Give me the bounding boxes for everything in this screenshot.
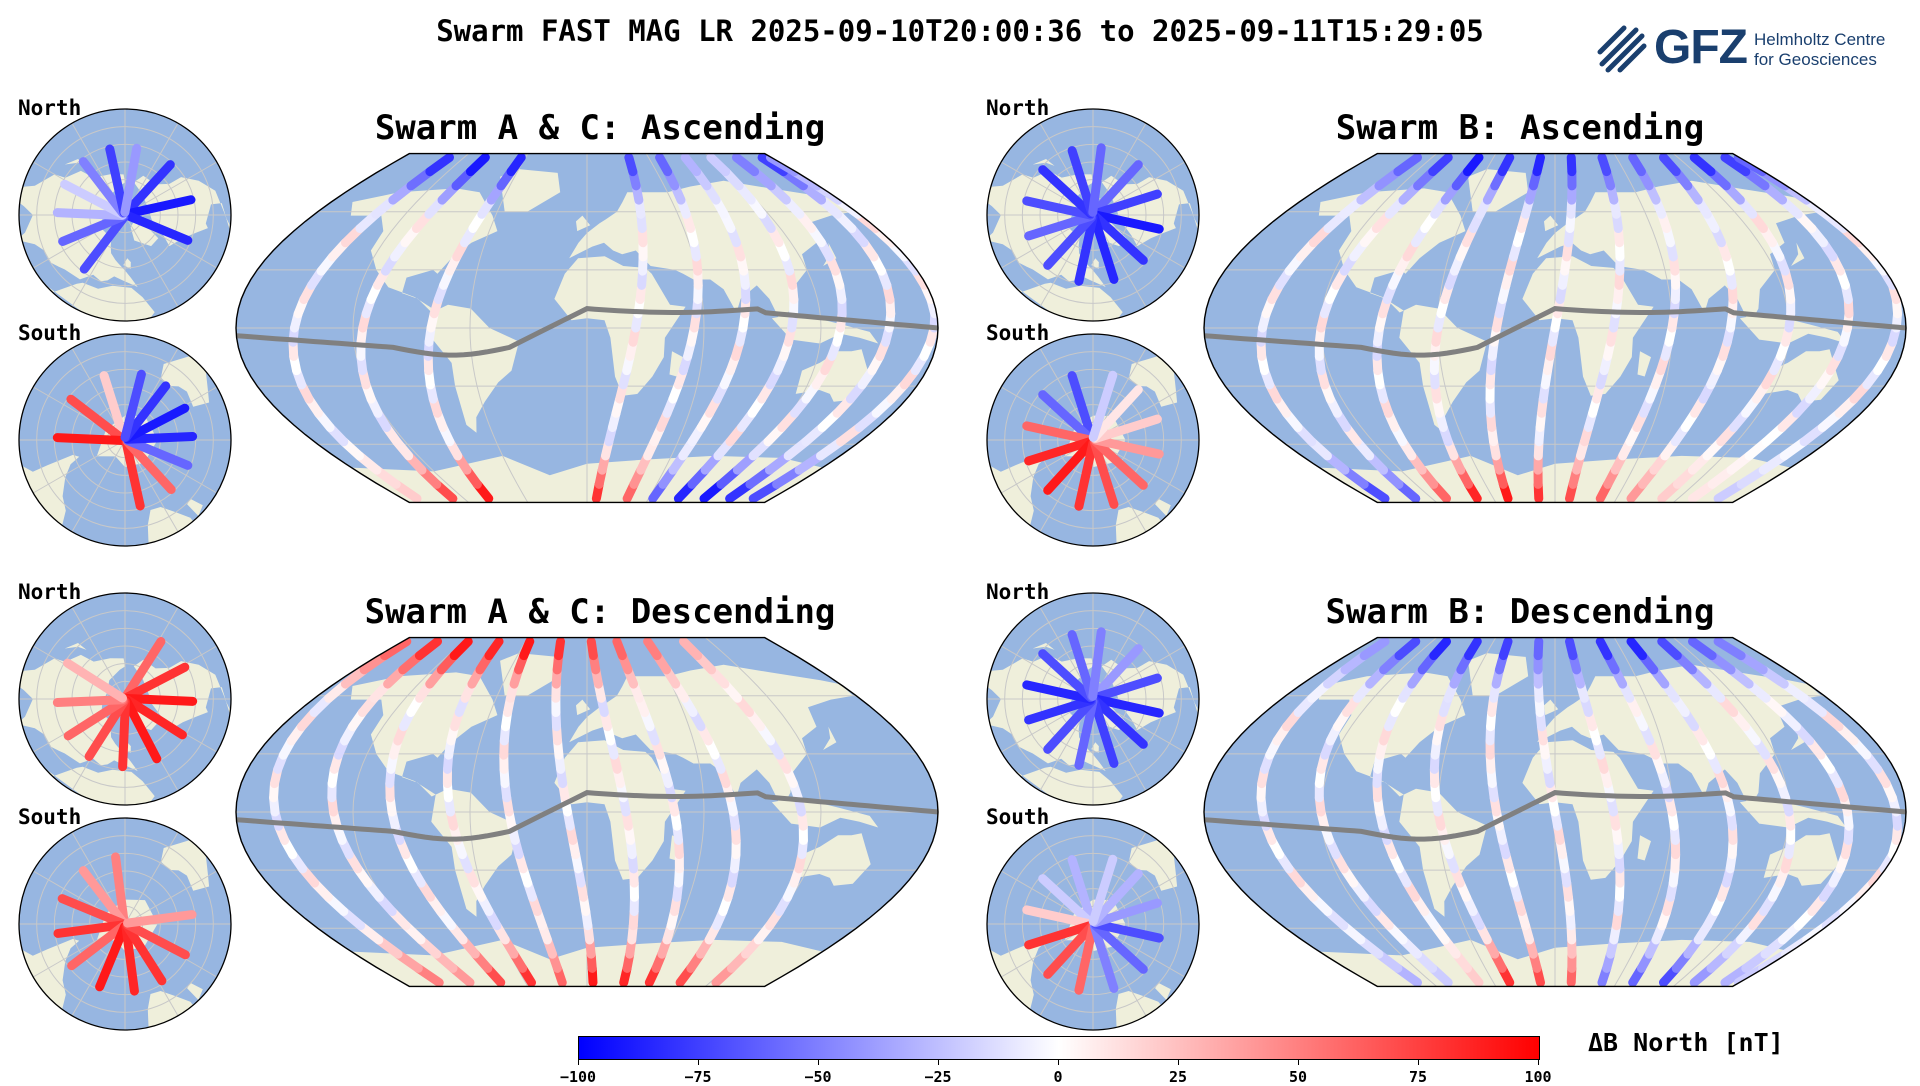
colorbar-tick-3 bbox=[938, 1059, 939, 1065]
panel-1-track-5-seg-23 bbox=[1571, 157, 1572, 171]
panel-2-track-7-seg-23 bbox=[617, 641, 622, 655]
colorbar-tick-0 bbox=[578, 1059, 579, 1065]
panel-0-polar-maps bbox=[0, 100, 230, 560]
panel-2-world-map bbox=[234, 632, 940, 992]
panel-1-polar-maps bbox=[968, 100, 1198, 560]
colorbar-gradient bbox=[578, 1036, 1540, 1060]
gfz-logo-text: GFZ bbox=[1654, 20, 1747, 75]
panel-2-title: Swarm A & C: Descending bbox=[240, 592, 960, 632]
panel-2-track-6-seg-23 bbox=[591, 641, 593, 655]
panel-3-title: Swarm B: Descending bbox=[1160, 592, 1880, 632]
p0-south-track-2 bbox=[57, 438, 122, 441]
colorbar-tick-label-5: 25 bbox=[1138, 1068, 1218, 1086]
colorbar-tick-label-4: 0 bbox=[1018, 1068, 1098, 1086]
colorbar-tick-label-3: −25 bbox=[898, 1068, 978, 1086]
gfz-logo: GFZ Helmholtz Centre for Geosciences bbox=[1596, 22, 1896, 78]
colorbar-tick-label-0: −100 bbox=[538, 1068, 618, 1086]
colorbar-tick-7 bbox=[1418, 1059, 1419, 1065]
colorbar-tick-4 bbox=[1058, 1059, 1059, 1065]
gfz-logo-icon bbox=[1596, 22, 1648, 74]
panel-1-world-map bbox=[1202, 148, 1908, 508]
panel-3-track-5-seg-23 bbox=[1538, 641, 1539, 655]
p2-north-track-8 bbox=[57, 700, 122, 703]
colorbar-tick-5 bbox=[1178, 1059, 1179, 1065]
panel-3-track-6-seg-23 bbox=[1570, 641, 1573, 655]
panel-0-track-3-seg-23 bbox=[629, 157, 633, 171]
colorbar-tick-label-7: 75 bbox=[1378, 1068, 1458, 1086]
colorbar-title: ΔB North [nT] bbox=[1588, 1028, 1784, 1057]
colorbar-tick-label-1: −75 bbox=[658, 1068, 738, 1086]
colorbar-tick-8 bbox=[1538, 1059, 1539, 1065]
panel-2-polar-maps bbox=[0, 584, 230, 1044]
panel-0-title: Swarm A & C: Ascending bbox=[240, 108, 960, 148]
colorbar-tick-label-2: −50 bbox=[778, 1068, 858, 1086]
panel-2-track-5-seg-23 bbox=[559, 641, 561, 655]
panel-3-world-map bbox=[1202, 632, 1908, 992]
panel-1-track-4-seg-23 bbox=[1537, 157, 1540, 171]
panel-1-track-6-seg-23 bbox=[1602, 157, 1607, 171]
colorbar-tick-label-8: 100 bbox=[1498, 1068, 1578, 1086]
panel-3-polar-maps bbox=[968, 584, 1198, 1044]
panel-2-track-4-seg-23 bbox=[524, 641, 530, 655]
gfz-logo-subtitle-2: for Geosciences bbox=[1754, 50, 1877, 70]
panel-1-title: Swarm B: Ascending bbox=[1160, 108, 1880, 148]
colorbar-tick-1 bbox=[698, 1059, 699, 1065]
panel-3-track-4-seg-23 bbox=[1503, 641, 1508, 655]
colorbar-tick-2 bbox=[818, 1059, 819, 1065]
colorbar-tick-6 bbox=[1298, 1059, 1299, 1065]
panel-0-world-map bbox=[234, 148, 940, 508]
colorbar-tick-label-6: 50 bbox=[1258, 1068, 1338, 1086]
gfz-logo-subtitle-1: Helmholtz Centre bbox=[1754, 30, 1885, 50]
